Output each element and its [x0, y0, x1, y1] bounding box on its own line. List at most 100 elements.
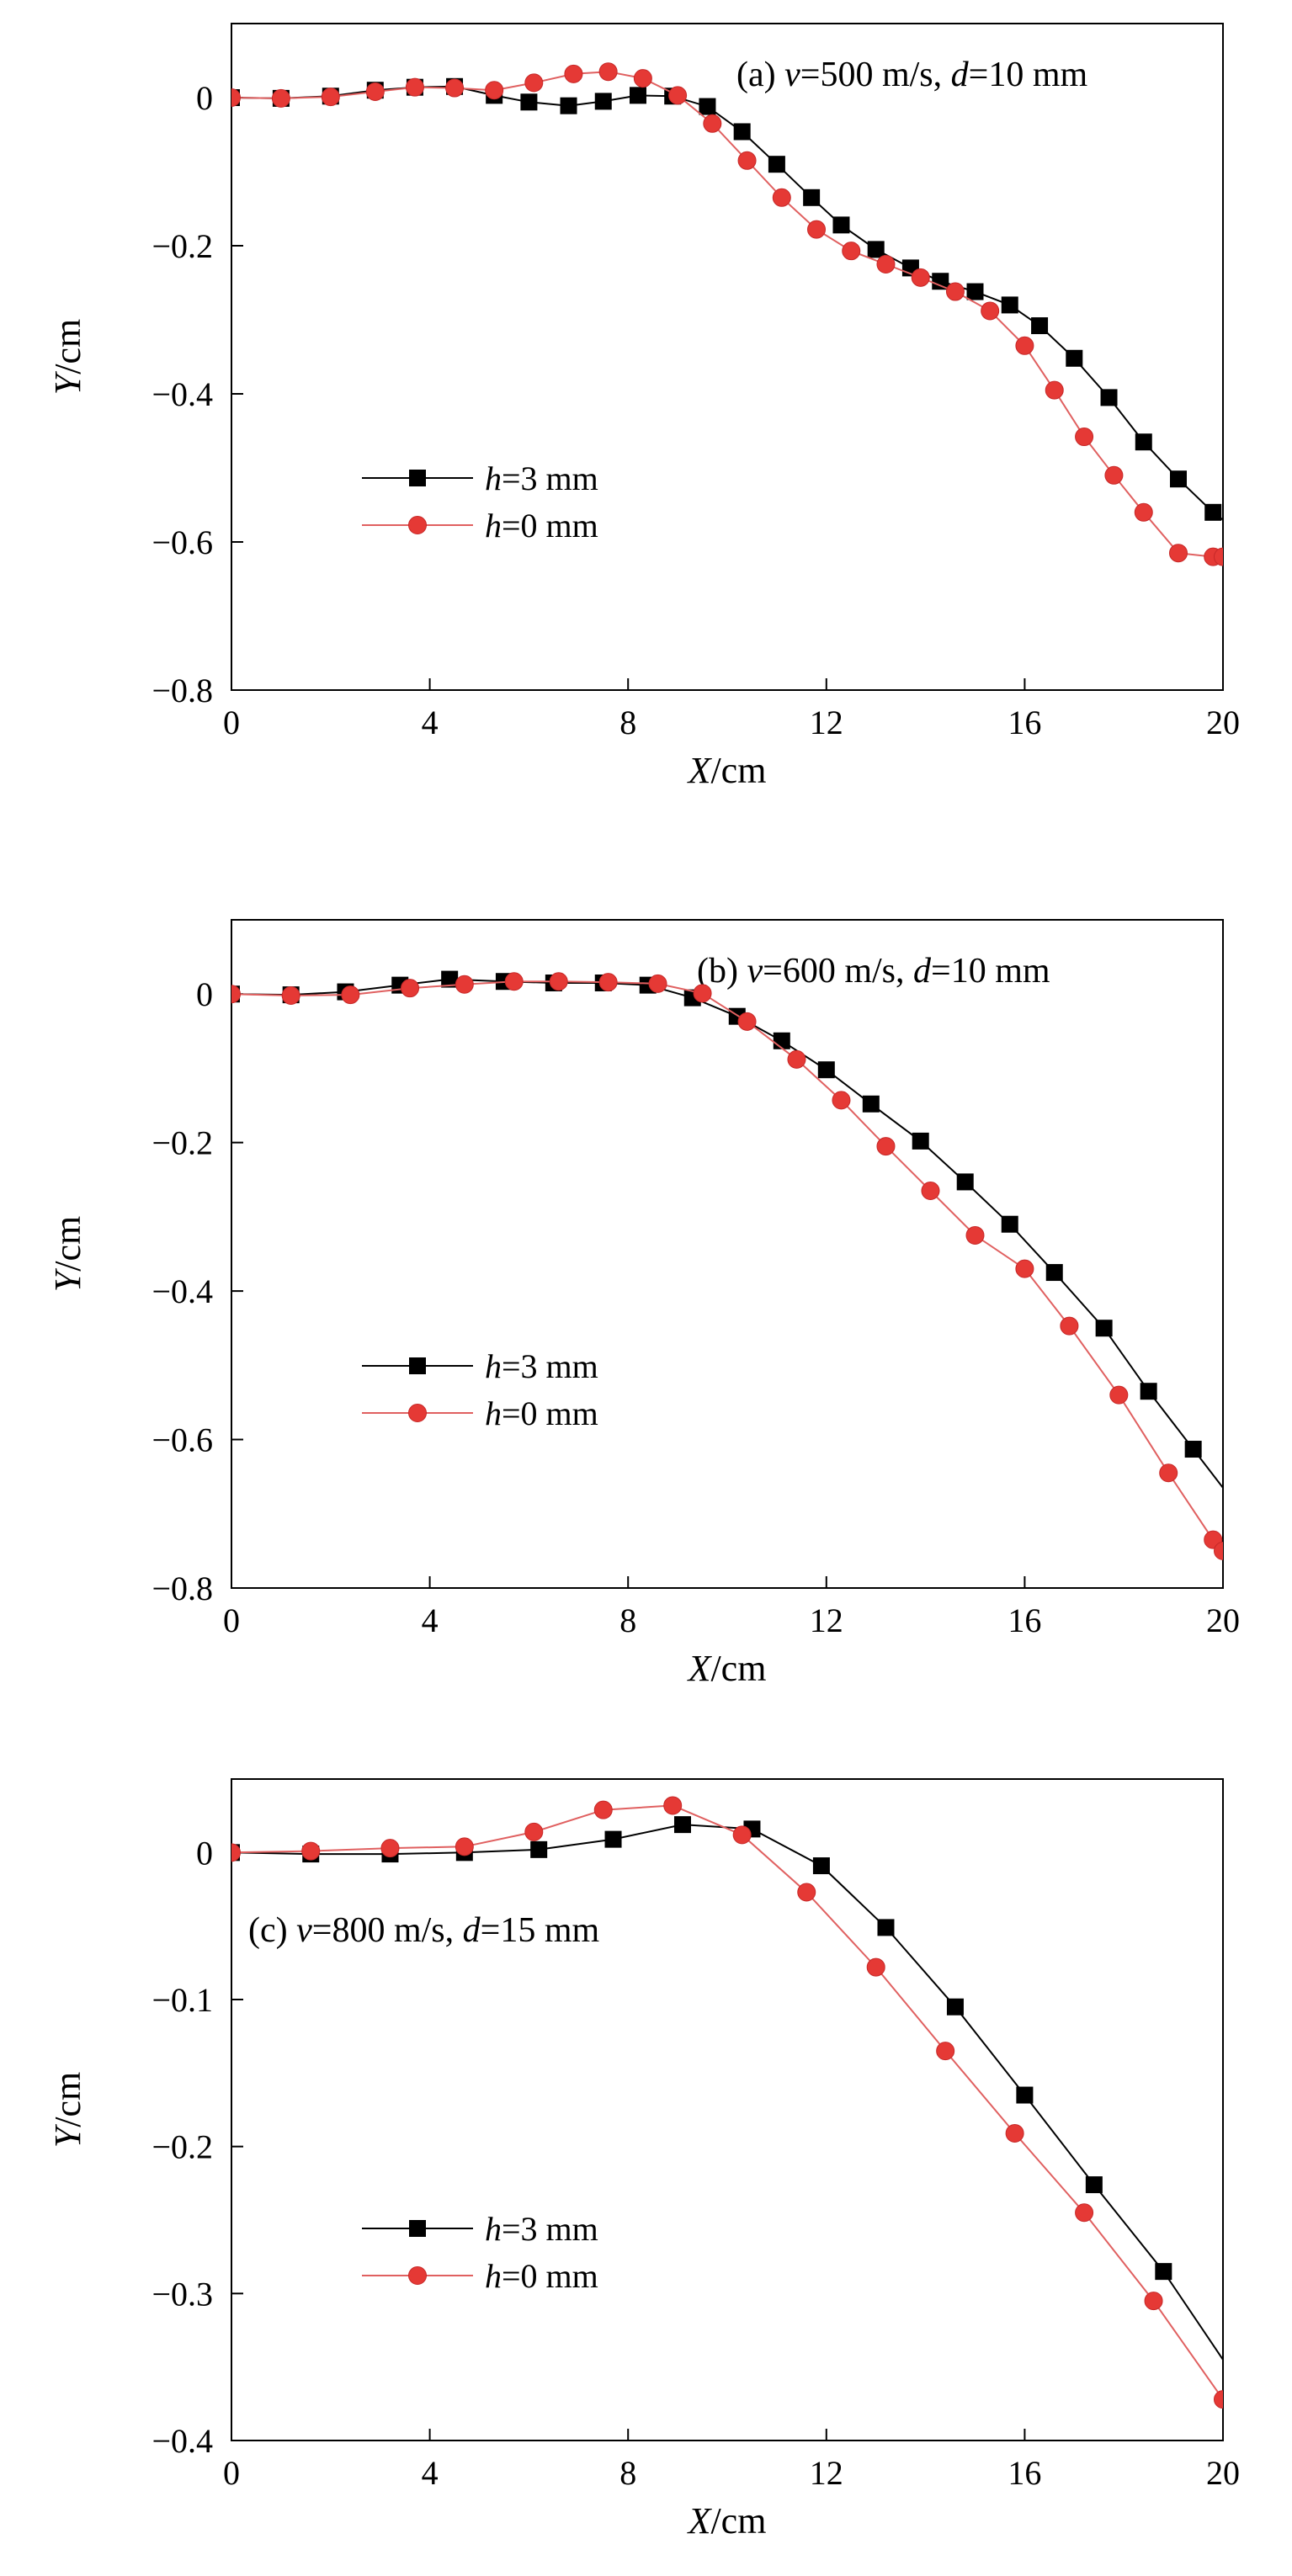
data-point-circle — [807, 220, 827, 239]
data-point-square — [932, 273, 949, 290]
x-tick-label: 0 — [223, 704, 240, 741]
x-tick-label: 16 — [1008, 704, 1041, 741]
panel-label-v-value: =500 m/s, — [800, 56, 951, 94]
y-axis-label-symbol: Y — [47, 2123, 88, 2148]
x-tick-label: 16 — [1008, 2454, 1041, 2492]
plot-frame — [231, 919, 1224, 1589]
y-axis-label-symbol: Y — [47, 1267, 88, 1292]
data-point-square — [812, 1857, 830, 1875]
series-line — [231, 1824, 1223, 2361]
data-point-square — [832, 216, 850, 234]
x-axis-label-symbol: X — [687, 1648, 713, 1689]
data-point-square — [956, 1173, 974, 1191]
legend-marker-circle — [408, 516, 427, 534]
data-point-square — [441, 970, 459, 988]
y-axis-label-symbol: Y — [47, 370, 88, 395]
data-point-square — [817, 1061, 835, 1079]
x-tick-label: 8 — [619, 704, 636, 741]
data-point-square — [1100, 389, 1118, 406]
data-point-circle — [703, 114, 722, 133]
data-point-circle — [231, 985, 241, 1004]
data-point-circle — [321, 88, 340, 107]
series-line — [231, 85, 1223, 521]
x-axis-label-unit: /cm — [710, 2500, 766, 2541]
data-point-circle — [876, 255, 896, 274]
data-point-circle — [921, 1182, 940, 1201]
data-point-circle — [1060, 1316, 1079, 1336]
panel-label-v-symbol: v — [296, 1911, 312, 1950]
legend-label: h=3 mm — [485, 459, 598, 497]
data-point-circle — [945, 282, 965, 301]
series-line — [231, 980, 1223, 1552]
panel-label-prefix: (b) — [697, 952, 747, 991]
data-point-circle — [737, 1012, 757, 1031]
y-tick-label: 0 — [196, 79, 213, 117]
y-tick-label: −0.4 — [152, 375, 213, 413]
data-point-circle — [1104, 465, 1124, 485]
data-point-circle — [341, 985, 360, 1005]
legend-label: h=0 mm — [485, 1394, 598, 1432]
panel-label: (c) v=800 m/s, d=15 mm — [248, 1911, 600, 1950]
panel-label-prefix: (c) — [248, 1911, 296, 1950]
x-axis-label-unit: /cm — [710, 1648, 766, 1689]
legend-label-symbol: h — [485, 507, 502, 544]
legend-entry-1: h=0 mm — [362, 507, 598, 544]
legend-label-value: =0 mm — [502, 1394, 598, 1432]
panel-label: (a) v=500 m/s, d=10 mm — [736, 56, 1088, 94]
data-point-circle — [1075, 428, 1094, 447]
x-axis-label-symbol: X — [687, 750, 713, 791]
x-tick-label: 8 — [619, 1601, 636, 1639]
data-point-circle — [549, 972, 568, 991]
panel-label-d-value: =15 mm — [481, 1911, 600, 1950]
legend-label-symbol: h — [485, 459, 502, 497]
x-tick-label: 4 — [422, 2454, 439, 2492]
data-point-square — [803, 189, 821, 206]
x-tick-label: 20 — [1206, 1601, 1240, 1639]
panel-label-prefix: (a) — [736, 56, 784, 94]
series-h0 — [231, 1796, 1223, 2409]
data-point-circle — [564, 64, 583, 83]
legend-marker-square — [409, 2220, 426, 2237]
data-point-circle — [380, 1839, 400, 1858]
data-point-square — [530, 1840, 548, 1858]
data-point-square — [594, 93, 612, 110]
series-line — [231, 978, 1223, 1489]
legend-label-symbol: h — [485, 2210, 502, 2248]
y-axis-label: Y/cm — [47, 1216, 88, 1292]
y-axis-label-unit: /cm — [47, 1216, 88, 1272]
data-point-square — [1001, 1215, 1018, 1233]
legend-label-value: =3 mm — [502, 2210, 598, 2248]
y-tick-label: −0.6 — [152, 1421, 213, 1459]
panel-label: (b) v=600 m/s, d=10 mm — [697, 952, 1050, 991]
data-point-circle — [832, 1091, 851, 1110]
y-axis-label: Y/cm — [47, 2072, 88, 2148]
data-point-circle — [524, 1822, 544, 1841]
data-point-square — [520, 93, 538, 111]
data-point-circle — [1214, 1541, 1223, 1560]
legend-entry-0: h=3 mm — [362, 459, 598, 497]
chart-panel-0: 0 4 8 12 16 200−0.2−0.4−0.6−0.8X/cmY/cm(a) v=… — [47, 23, 1240, 791]
data-point-circle — [231, 88, 241, 107]
data-point-circle — [455, 1837, 474, 1856]
y-tick-label: −0.2 — [152, 2128, 213, 2166]
data-point-circle — [524, 73, 544, 93]
x-axis-label-unit: /cm — [710, 750, 766, 791]
data-point-circle — [1134, 502, 1153, 522]
data-point-square — [1140, 1383, 1157, 1400]
data-point-circle — [1159, 1463, 1178, 1483]
series-h3 — [231, 970, 1223, 1489]
data-point-circle — [668, 86, 688, 105]
legend-marker-square — [409, 470, 426, 486]
data-point-circle — [1015, 336, 1034, 355]
data-point-circle — [732, 1825, 752, 1845]
data-point-circle — [593, 1800, 613, 1819]
legend-entry-0: h=3 mm — [362, 1347, 598, 1385]
x-axis-label: X/cm — [687, 2500, 767, 2541]
data-point-circle — [1144, 2292, 1163, 2311]
y-tick-label: 0 — [196, 1834, 213, 1872]
panel-label-d-value: =10 mm — [931, 952, 1050, 991]
data-point-circle — [1005, 2123, 1024, 2143]
data-point-square — [1045, 1264, 1063, 1282]
data-point-circle — [737, 151, 757, 170]
